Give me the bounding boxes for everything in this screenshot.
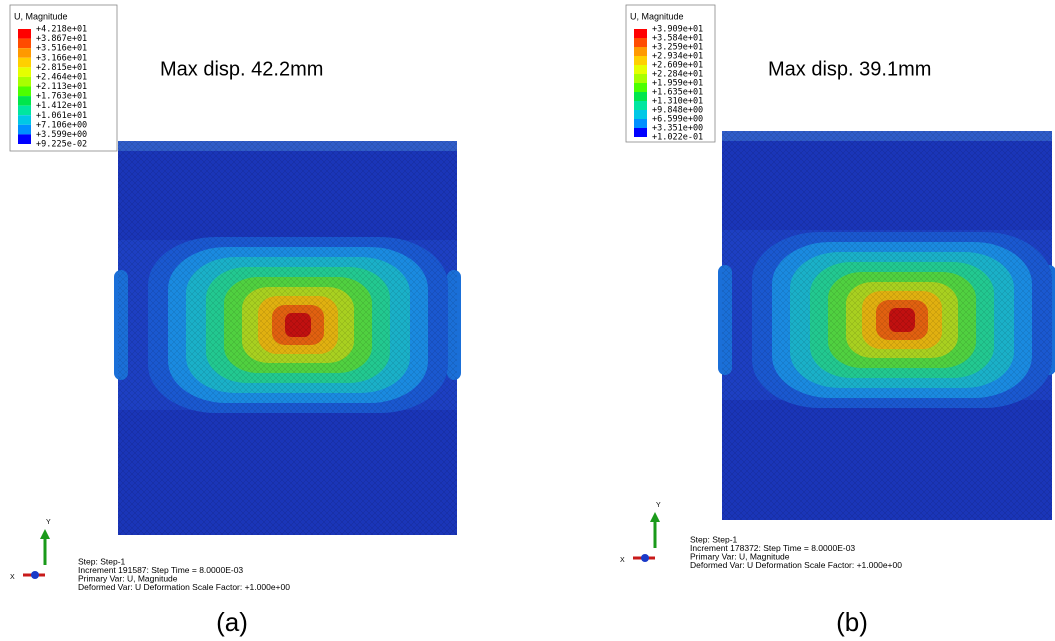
annotation: Max disp. 39.1mm [768,58,931,80]
step-info: Step: Step-1 [78,556,126,566]
axis-y-head [650,512,660,522]
step-info: Increment 191587: Step Time = 8.0000E-03 [78,565,243,575]
legend-swatch [18,105,31,116]
triad-label: X [10,574,15,581]
legend-swatch [634,119,647,128]
legend-swatch [18,124,31,135]
legend-value: +1.763e+01 [36,92,87,102]
legend-swatch [634,110,647,119]
legend-swatch [634,74,647,83]
legend-title: U, Magnitude [630,11,684,21]
triad-label: X [620,557,625,564]
step-info: Step: Step-1 [690,534,738,544]
axis-z [641,554,649,562]
legend-value: +7.106e+00 [36,120,87,130]
legend-value: +2.113e+01 [36,82,87,92]
legend-swatch [18,134,31,144]
panel: U, Magnitude +3.909e+01+3.584e+01+3.259e+… [620,4,1055,637]
legend-value: +1.412e+01 [36,101,87,111]
legend-value: +2.284e+01 [652,70,703,80]
legend-value: +3.516e+01 [36,44,87,54]
legend-value: +1.635e+01 [652,88,703,98]
legend-value: +1.061e+01 [36,111,87,121]
legend-swatch [18,29,31,39]
step-info: Increment 178372: Step Time = 8.0000E-03 [690,543,855,553]
legend-swatch [634,65,647,74]
legend-swatch [18,86,31,97]
legend-value: +2.934e+01 [652,52,703,62]
legend-swatch [18,38,31,49]
legend-value: +9.848e+00 [652,106,703,116]
legend-value: +4.218e+01 [36,25,87,35]
legend-value: +3.909e+01 [652,25,703,35]
legend-swatch [18,57,31,68]
step-info: Deformed Var: U Deformation Scale Factor… [690,560,902,570]
panel-label: (a) [216,607,248,637]
legend-swatch [634,56,647,65]
axis-z [31,571,39,579]
legend-value: +9.225e-02 [36,140,87,150]
legend-swatch [18,48,31,58]
step-info: Primary Var: U, Magnitude [690,551,790,561]
legend-value: +1.959e+01 [652,79,703,89]
legend-value: +1.310e+01 [652,97,703,107]
step-info: Deformed Var: U Deformation Scale Factor… [78,582,290,592]
legend-swatch [634,47,647,56]
legend-value: +2.609e+01 [652,61,703,71]
legend-swatch [634,92,647,101]
legend-swatch [634,128,647,137]
legend-value: +3.599e+00 [36,130,87,140]
legend-swatch [634,38,647,47]
legend-value: +3.584e+01 [652,34,703,44]
triad-label: Y [656,502,661,509]
legend-swatch [18,67,31,77]
legend-swatch [634,29,647,38]
legend-value: +3.166e+01 [36,53,87,63]
panel-label: (b) [836,607,868,637]
legend-value: +3.351e+00 [652,124,703,134]
panel: U, Magnitude +4.218e+01+3.867e+01+3.516e+… [9,4,461,637]
step-info: Primary Var: U, Magnitude [78,573,178,583]
legend-value: +1.022e-01 [652,133,703,143]
legend-value: +3.259e+01 [652,43,703,53]
legend-swatch [634,101,647,110]
legend-swatch [18,76,31,87]
axis-y-head [40,529,50,539]
legend-value: +2.815e+01 [36,63,87,73]
legend-swatch [18,96,31,106]
mesh [722,131,1052,520]
legend-title: U, Magnitude [14,11,68,21]
legend-value: +2.464e+01 [36,72,87,82]
legend-value: +3.867e+01 [36,34,87,44]
triad-label: Y [46,519,51,526]
mesh [118,141,457,535]
legend-swatch [18,115,31,125]
legend-value: +6.599e+00 [652,115,703,125]
legend-swatch [634,83,647,92]
annotation: Max disp. 42.2mm [160,58,323,80]
